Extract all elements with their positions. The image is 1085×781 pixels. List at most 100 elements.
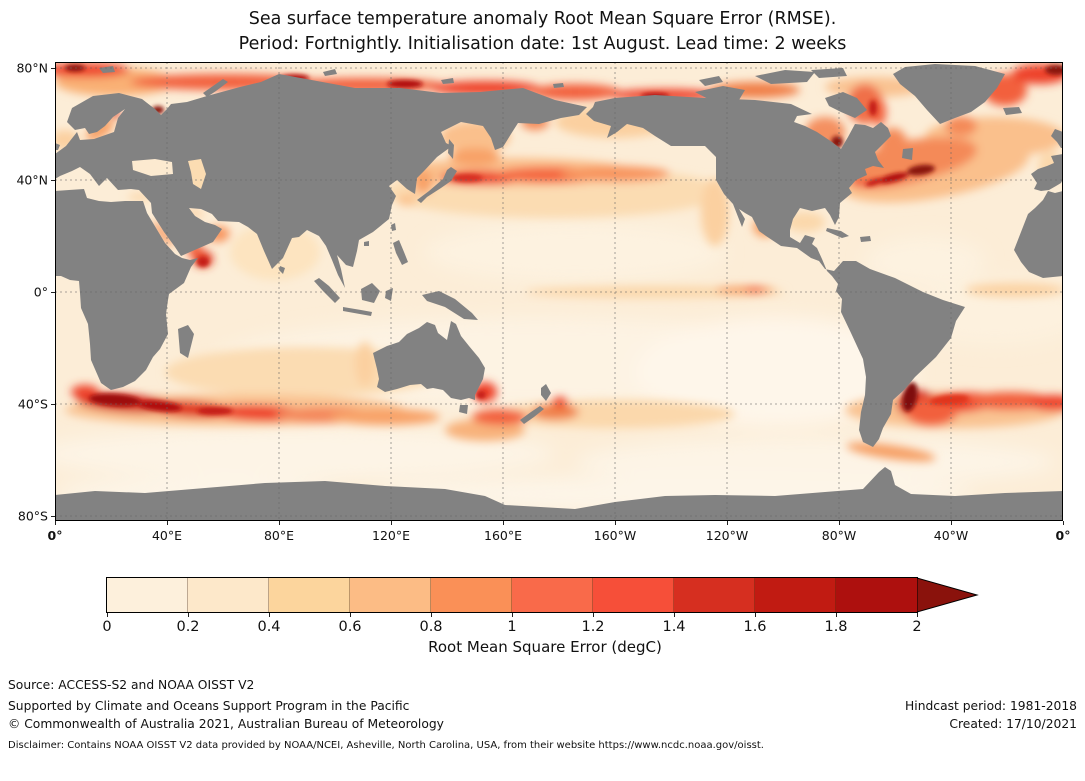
landmass-eurasia — [55, 74, 587, 288]
lon-tick-label: 160°E — [483, 528, 523, 543]
lon-tick-mark — [615, 521, 616, 525]
colorbar-segment — [188, 578, 269, 612]
colorbar-segment — [836, 578, 917, 612]
island-novaya-zemlya — [203, 79, 228, 97]
footer-created-date: Created: 17/10/2021 — [949, 717, 1077, 731]
colorbar-segment — [431, 578, 512, 612]
landmass-antarctica — [55, 467, 1063, 521]
landmass-americas — [586, 95, 965, 447]
island-tasmania — [459, 405, 468, 414]
island-ellesmere — [755, 70, 815, 84]
island-new-guinea — [422, 291, 478, 320]
lon-tick-mark — [839, 521, 840, 525]
high-rmse-cores — [65, 64, 1063, 415]
lat-tick-label: 40°S — [17, 396, 48, 412]
colorbar-segment — [512, 578, 593, 612]
lat-tick-mark — [51, 68, 55, 69]
lon-tick-label: 0° — [1055, 528, 1071, 543]
colorbar-tick-label: 1.8 — [824, 619, 848, 635]
colorbar-tick-mark — [917, 613, 918, 617]
lon-tick-label: 0° — [47, 528, 63, 543]
island-baffin — [825, 92, 867, 118]
footer-supported: Supported by Climate and Oceans Support … — [8, 699, 410, 713]
world-map-heatmap — [55, 62, 1063, 521]
colorbar-segment — [107, 578, 188, 612]
colorbar-tick-mark — [350, 613, 351, 617]
figure-title: Sea surface temperature anomaly Root Mea… — [0, 7, 1085, 57]
lon-tick-mark — [727, 521, 728, 525]
mid-rmse-zones — [55, 63, 1063, 462]
island-nz-south — [520, 406, 544, 424]
title-line-1: Sea surface temperature anomaly Root Mea… — [248, 9, 837, 29]
island-banks — [699, 76, 723, 86]
lon-tick-mark — [951, 521, 952, 525]
colorbar-tick-mark — [269, 613, 270, 617]
lon-tick-label: 80°W — [821, 528, 857, 543]
landmass-england-sliver — [55, 143, 60, 150]
island-victoria — [695, 86, 745, 100]
colorbar-tick-label: 0.4 — [257, 619, 281, 635]
land-mask — [55, 64, 1063, 521]
island-taiwan — [391, 223, 396, 231]
colorbar-segment — [755, 578, 836, 612]
colorbar-tick-mark — [431, 613, 432, 617]
colorbar-tick-label: 1.6 — [743, 619, 767, 635]
colorbar-tick-mark — [836, 613, 837, 617]
footer-hindcast-period: Hindcast period: 1981-2018 — [905, 699, 1077, 713]
island-wrangel — [553, 83, 564, 88]
colorbar-tick-label: 1.2 — [581, 619, 605, 635]
island-borneo — [361, 283, 380, 303]
lon-tick-label: 120°E — [371, 528, 411, 543]
colorbar-tick-label: 0.2 — [176, 619, 200, 635]
colorbar-tick-label: 2 — [912, 619, 922, 635]
colorbar-tick-mark — [107, 613, 108, 617]
colorbar-tick-mark — [512, 613, 513, 617]
island-japan — [417, 167, 457, 203]
map-area — [55, 62, 1063, 521]
island-java — [343, 307, 372, 316]
colorbar-tick-label: 0 — [102, 619, 112, 635]
lon-tick-mark — [279, 521, 280, 525]
island-sumatra — [314, 278, 340, 303]
lon-tick-label: 80°E — [263, 528, 295, 543]
island-hainan — [364, 241, 369, 246]
island-new-siberian — [441, 78, 454, 84]
inland-seas — [132, 159, 206, 189]
lon-tick-mark — [55, 521, 56, 525]
landmass-uk — [1051, 129, 1063, 148]
colorbar-segment — [674, 578, 755, 612]
title-line-2: Period: Fortnightly. Initialisation date… — [238, 34, 847, 54]
colorbar-tick-label: 0.8 — [419, 619, 443, 635]
footer-source: Source: ACCESS-S2 and NOAA OISST V2 — [8, 678, 255, 692]
lat-tick-mark — [51, 292, 55, 293]
footer-copyright: © Commonwealth of Australia 2021, Austra… — [8, 717, 444, 731]
island-sri-lanka — [279, 266, 285, 274]
colorbar-segment — [269, 578, 350, 612]
graticule — [55, 62, 1063, 521]
landmass-iberia-france — [1031, 154, 1063, 191]
lon-tick-label: 160°W — [593, 528, 637, 543]
landmass-africa — [55, 189, 198, 390]
lon-tick-mark — [167, 521, 168, 525]
island-philippines — [393, 240, 408, 265]
lon-tick-mark — [1063, 521, 1064, 525]
caspian-sea — [188, 159, 206, 189]
colorbar-tick-label: 0.6 — [338, 619, 362, 635]
colorbar-tick-mark — [755, 613, 756, 617]
colorbar-label: Root Mean Square Error (degC) — [428, 638, 662, 656]
colorbar-tick-label: 1 — [507, 619, 517, 635]
lon-tick-label: 120°W — [705, 528, 749, 543]
lat-tick-mark — [51, 404, 55, 405]
lon-tick-label: 40°E — [151, 528, 183, 543]
lat-tick-label: 80°S — [17, 508, 48, 524]
lon-tick-mark — [391, 521, 392, 525]
island-hispaniola — [860, 236, 871, 242]
island-cuba — [826, 228, 849, 238]
lat-tick-mark — [51, 180, 55, 181]
landmass-australia — [373, 321, 485, 400]
island-madagascar — [178, 325, 194, 358]
colorbar — [106, 577, 918, 613]
landmass-west-africa — [1014, 191, 1063, 278]
colorbar-segment — [350, 578, 431, 612]
